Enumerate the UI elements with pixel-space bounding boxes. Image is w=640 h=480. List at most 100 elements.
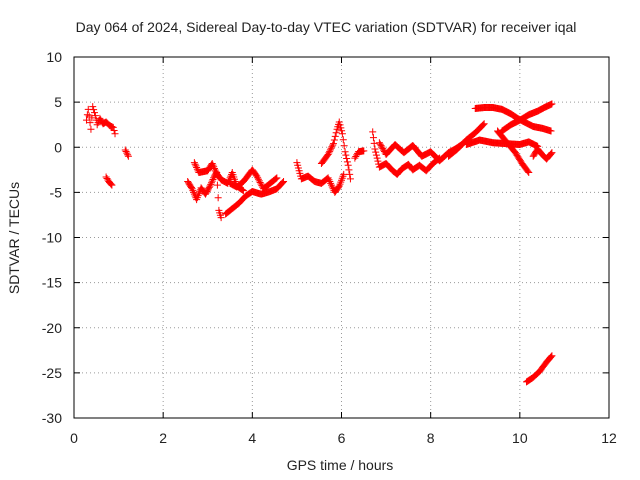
x-axis-title: GPS time / hours	[287, 457, 394, 473]
data-point	[91, 109, 99, 117]
grid	[74, 57, 609, 418]
data-point	[209, 175, 217, 183]
data-point	[328, 143, 336, 151]
data-point	[205, 183, 213, 191]
data-point	[330, 136, 338, 144]
data-point	[546, 150, 554, 158]
data-point	[107, 180, 115, 188]
y-tick-label: -5	[50, 184, 63, 200]
data-point	[123, 149, 131, 157]
data-point	[479, 121, 487, 129]
data-point	[102, 173, 110, 181]
data-point	[111, 130, 119, 138]
data-point	[87, 125, 95, 133]
data-point	[192, 162, 200, 170]
data-point	[325, 176, 333, 184]
data-point	[217, 214, 225, 222]
y-tick-label: -15	[42, 275, 62, 291]
data-point	[343, 158, 351, 166]
data-point	[206, 182, 214, 190]
data-point	[190, 159, 198, 167]
axis-ticks	[73, 56, 610, 419]
data-point	[326, 146, 334, 154]
data-point	[254, 174, 262, 182]
data-point	[109, 123, 117, 131]
data-point	[338, 130, 346, 138]
y-tick-label: -10	[42, 230, 62, 246]
data-point	[272, 175, 280, 183]
data-point	[352, 153, 360, 161]
data-point	[325, 149, 333, 157]
data-point	[369, 128, 377, 136]
data-point	[374, 157, 382, 165]
data-point	[371, 145, 379, 153]
data-point	[326, 178, 334, 186]
data-point	[375, 139, 383, 147]
data-point	[273, 174, 281, 182]
data-point	[280, 178, 288, 186]
data-point	[324, 174, 332, 182]
data-point	[376, 140, 384, 148]
data-point	[370, 139, 378, 147]
data-point	[271, 175, 279, 183]
data-point	[328, 183, 336, 191]
data-point	[548, 352, 556, 360]
data-point	[372, 151, 380, 159]
data-point	[278, 179, 286, 187]
y-tick-label: 5	[54, 94, 62, 110]
data-point	[327, 144, 335, 152]
data-point	[380, 146, 388, 154]
data-point	[193, 164, 201, 172]
x-tick-label: 6	[338, 430, 346, 446]
data-point	[210, 163, 218, 171]
data-point	[346, 170, 354, 178]
data-point	[547, 127, 555, 135]
data-point	[346, 175, 354, 183]
y-tick-label: 10	[46, 49, 62, 65]
data-point	[209, 161, 217, 169]
data-point	[239, 187, 247, 195]
data-point	[190, 188, 198, 196]
data-point	[255, 177, 263, 185]
y-tick-label: 0	[54, 139, 62, 155]
data-point	[210, 164, 218, 172]
data-point	[108, 181, 116, 189]
y-tick-label: -30	[42, 410, 62, 426]
data-point	[103, 175, 111, 183]
data-point	[342, 151, 350, 159]
x-tick-label: 4	[248, 430, 256, 446]
y-tick-label: -20	[42, 320, 62, 336]
chart-title: Day 064 of 2024, Sidereal Day-to-day VTE…	[76, 19, 577, 35]
data-point	[210, 174, 218, 182]
y-axis-title: SDTVAR / TECUs	[6, 182, 22, 294]
data-point	[214, 194, 222, 202]
data-point	[479, 121, 487, 129]
data-point	[548, 100, 556, 108]
data-point	[372, 148, 380, 156]
data-point	[121, 146, 129, 154]
data-point	[378, 143, 386, 151]
data-point	[253, 172, 261, 180]
x-tick-label: 12	[601, 430, 617, 446]
data-point	[207, 179, 215, 187]
data-point	[324, 150, 332, 158]
data-point	[257, 180, 265, 188]
data-point	[525, 169, 533, 177]
data-point	[213, 181, 221, 189]
x-tick-label: 2	[159, 430, 167, 446]
data-point	[335, 183, 343, 191]
data-point	[327, 181, 335, 189]
data-point	[360, 147, 368, 155]
data-point	[238, 185, 246, 193]
data-point	[188, 185, 196, 193]
x-tick-label: 8	[427, 430, 435, 446]
data-points	[82, 100, 556, 386]
data-point	[106, 179, 114, 187]
data-point	[88, 114, 96, 122]
data-point	[191, 160, 199, 168]
data-point	[208, 177, 216, 185]
data-point	[345, 166, 353, 174]
data-point	[326, 147, 334, 155]
data-point	[340, 170, 348, 178]
data-point	[331, 132, 339, 140]
